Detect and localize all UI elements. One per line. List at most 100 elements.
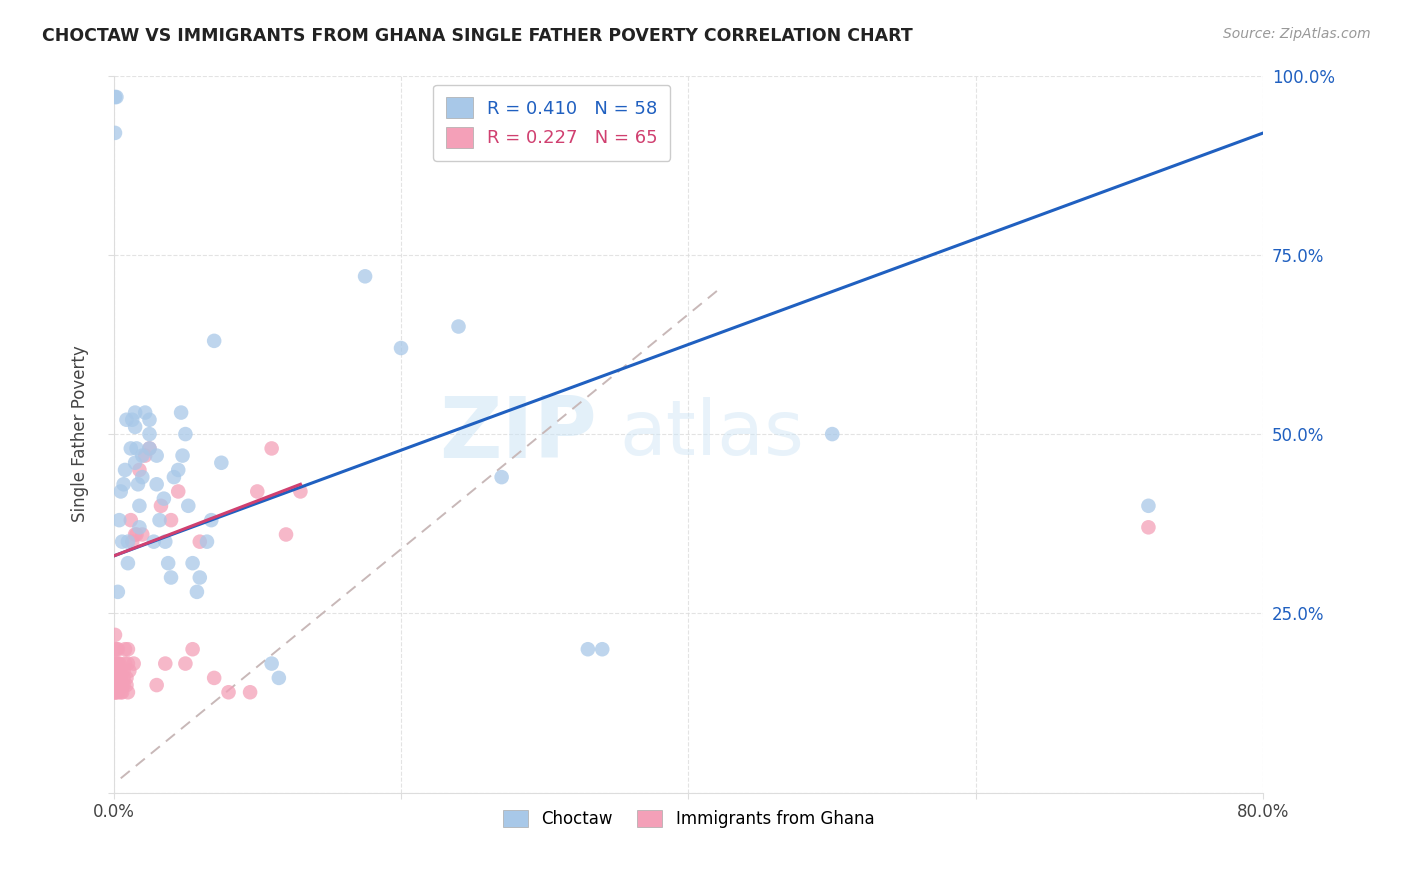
Point (115, 678, 138, 692)
Point (104, 628, 127, 642)
Point (104, 657, 127, 671)
Point (131, 470, 153, 484)
Point (260, 657, 283, 671)
Point (114, 657, 136, 671)
Text: ZIP: ZIP (439, 392, 596, 475)
Point (821, 427, 844, 442)
Point (181, 642, 204, 657)
Point (125, 527, 148, 541)
Point (105, 671, 128, 685)
Point (105, 657, 128, 671)
Point (138, 413, 160, 427)
Point (117, 642, 139, 657)
Point (107, 664, 129, 678)
Point (354, 269, 377, 284)
Point (105, 685, 128, 699)
Point (122, 657, 145, 671)
Point (112, 664, 135, 678)
Point (105, 671, 128, 685)
Point (160, 570, 183, 584)
Point (260, 442, 283, 456)
Point (181, 556, 204, 570)
Point (145, 678, 167, 692)
Point (128, 520, 150, 534)
Text: Source: ZipAtlas.com: Source: ZipAtlas.com (1223, 27, 1371, 41)
Legend: Choctaw, Immigrants from Ghana: Choctaw, Immigrants from Ghana (496, 803, 882, 835)
Text: atlas: atlas (620, 397, 804, 471)
Point (134, 406, 156, 420)
Point (202, 334, 225, 348)
Point (104, 90, 127, 104)
Point (1137, 499, 1160, 513)
Point (118, 664, 141, 678)
Point (160, 513, 183, 527)
Point (491, 470, 513, 484)
Point (107, 685, 129, 699)
Point (108, 657, 131, 671)
Point (246, 484, 269, 499)
Point (107, 642, 129, 657)
Point (105, 90, 128, 104)
Point (138, 427, 160, 442)
Point (111, 534, 134, 549)
Point (124, 527, 146, 541)
Point (131, 449, 153, 463)
Point (267, 671, 290, 685)
Point (218, 685, 240, 699)
Point (121, 413, 143, 427)
Point (117, 685, 139, 699)
Point (188, 570, 211, 584)
Point (153, 491, 176, 506)
Point (202, 671, 225, 685)
Point (121, 534, 143, 549)
Point (104, 671, 127, 685)
Point (114, 642, 136, 657)
Point (110, 685, 132, 699)
Point (170, 406, 193, 420)
Point (127, 477, 149, 491)
Point (177, 499, 200, 513)
Point (142, 534, 165, 549)
Point (103, 671, 125, 685)
Point (104, 685, 127, 699)
Point (114, 463, 136, 477)
Point (105, 678, 128, 692)
Point (117, 556, 139, 570)
Point (290, 484, 312, 499)
Point (138, 442, 160, 456)
Point (103, 685, 125, 699)
Point (124, 420, 146, 434)
Point (104, 685, 127, 699)
Point (107, 678, 129, 692)
Point (108, 513, 131, 527)
Point (174, 427, 197, 442)
Text: CHOCTAW VS IMMIGRANTS FROM GHANA SINGLE FATHER POVERTY CORRELATION CHART: CHOCTAW VS IMMIGRANTS FROM GHANA SINGLE … (42, 27, 912, 45)
Point (107, 657, 129, 671)
Point (145, 477, 167, 491)
Point (108, 678, 131, 692)
Point (134, 449, 156, 463)
Point (110, 671, 132, 685)
Point (111, 678, 134, 692)
Point (389, 341, 412, 355)
Point (110, 484, 132, 499)
Point (105, 642, 128, 657)
Point (104, 126, 127, 140)
Point (200, 513, 222, 527)
Point (167, 463, 190, 477)
Point (104, 642, 127, 657)
Point (188, 534, 211, 549)
Point (576, 642, 599, 657)
Point (174, 657, 197, 671)
Point (110, 678, 132, 692)
Point (157, 556, 180, 570)
Point (103, 657, 125, 671)
Point (112, 671, 135, 685)
Point (111, 685, 134, 699)
Point (131, 527, 153, 541)
Point (128, 463, 150, 477)
Point (145, 449, 167, 463)
Point (186, 585, 208, 599)
Point (163, 470, 186, 484)
Point (124, 406, 146, 420)
